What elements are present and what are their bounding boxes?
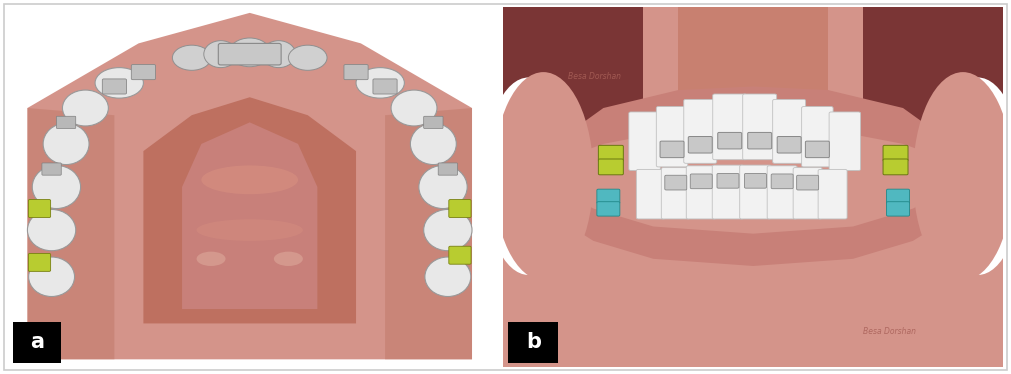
FancyBboxPatch shape: [883, 159, 908, 175]
Ellipse shape: [204, 41, 238, 68]
Ellipse shape: [43, 123, 89, 165]
Text: Besa Dorshan: Besa Dorshan: [568, 72, 622, 81]
Ellipse shape: [933, 77, 1011, 275]
FancyBboxPatch shape: [629, 112, 660, 171]
FancyBboxPatch shape: [743, 94, 776, 160]
FancyBboxPatch shape: [794, 168, 822, 219]
Ellipse shape: [419, 165, 467, 209]
Ellipse shape: [196, 219, 303, 241]
FancyBboxPatch shape: [656, 107, 687, 167]
Ellipse shape: [32, 165, 81, 209]
FancyBboxPatch shape: [829, 112, 860, 171]
Polygon shape: [563, 86, 943, 158]
FancyBboxPatch shape: [57, 116, 76, 129]
FancyBboxPatch shape: [767, 166, 797, 219]
FancyBboxPatch shape: [688, 137, 712, 153]
Polygon shape: [503, 133, 1003, 367]
FancyBboxPatch shape: [797, 175, 819, 190]
FancyBboxPatch shape: [596, 189, 620, 203]
FancyBboxPatch shape: [772, 99, 806, 163]
FancyBboxPatch shape: [373, 79, 397, 94]
Polygon shape: [385, 108, 472, 359]
Polygon shape: [553, 187, 953, 266]
Ellipse shape: [410, 123, 456, 165]
Ellipse shape: [28, 257, 75, 297]
FancyBboxPatch shape: [744, 174, 766, 188]
Polygon shape: [182, 122, 317, 309]
Polygon shape: [27, 108, 114, 359]
Polygon shape: [27, 13, 472, 359]
FancyBboxPatch shape: [802, 107, 833, 167]
Polygon shape: [144, 97, 356, 324]
FancyBboxPatch shape: [599, 145, 624, 161]
FancyBboxPatch shape: [218, 43, 281, 65]
FancyBboxPatch shape: [131, 65, 156, 80]
FancyBboxPatch shape: [771, 174, 794, 189]
Ellipse shape: [288, 45, 327, 70]
FancyBboxPatch shape: [424, 116, 443, 129]
FancyBboxPatch shape: [748, 132, 771, 149]
Text: b: b: [526, 332, 541, 352]
Ellipse shape: [95, 68, 144, 98]
FancyBboxPatch shape: [806, 141, 829, 157]
FancyBboxPatch shape: [887, 202, 910, 216]
Ellipse shape: [201, 165, 298, 194]
Ellipse shape: [63, 90, 108, 126]
FancyBboxPatch shape: [777, 137, 801, 153]
Text: a: a: [30, 332, 44, 352]
Ellipse shape: [229, 38, 270, 67]
FancyBboxPatch shape: [712, 165, 744, 219]
FancyBboxPatch shape: [509, 322, 558, 363]
Ellipse shape: [391, 90, 437, 126]
Polygon shape: [678, 7, 828, 144]
FancyBboxPatch shape: [28, 200, 51, 218]
FancyBboxPatch shape: [660, 141, 684, 157]
Ellipse shape: [913, 72, 1011, 280]
FancyBboxPatch shape: [102, 79, 126, 94]
FancyBboxPatch shape: [691, 174, 712, 189]
Ellipse shape: [483, 77, 573, 275]
FancyBboxPatch shape: [883, 145, 908, 161]
FancyBboxPatch shape: [449, 246, 471, 264]
FancyBboxPatch shape: [449, 200, 471, 218]
FancyBboxPatch shape: [438, 163, 458, 175]
FancyBboxPatch shape: [717, 174, 739, 188]
Ellipse shape: [274, 252, 303, 266]
Ellipse shape: [493, 72, 593, 280]
FancyBboxPatch shape: [665, 175, 686, 190]
FancyBboxPatch shape: [636, 169, 665, 219]
Ellipse shape: [424, 209, 472, 251]
Polygon shape: [863, 7, 1003, 133]
Ellipse shape: [196, 252, 225, 266]
Ellipse shape: [356, 68, 404, 98]
Text: Besa Dorshan: Besa Dorshan: [863, 327, 916, 336]
Ellipse shape: [27, 209, 76, 251]
FancyBboxPatch shape: [28, 254, 51, 272]
Ellipse shape: [262, 41, 295, 68]
FancyBboxPatch shape: [713, 94, 747, 160]
Ellipse shape: [425, 257, 471, 297]
FancyBboxPatch shape: [740, 165, 771, 219]
FancyBboxPatch shape: [13, 322, 62, 363]
FancyBboxPatch shape: [599, 159, 624, 175]
FancyBboxPatch shape: [41, 163, 62, 175]
FancyBboxPatch shape: [344, 65, 368, 80]
FancyBboxPatch shape: [596, 202, 620, 216]
Polygon shape: [503, 7, 643, 133]
FancyBboxPatch shape: [887, 189, 910, 203]
FancyBboxPatch shape: [718, 132, 742, 149]
Ellipse shape: [173, 45, 211, 70]
FancyBboxPatch shape: [686, 166, 716, 219]
FancyBboxPatch shape: [818, 169, 847, 219]
FancyBboxPatch shape: [661, 168, 691, 219]
FancyBboxPatch shape: [683, 99, 717, 163]
